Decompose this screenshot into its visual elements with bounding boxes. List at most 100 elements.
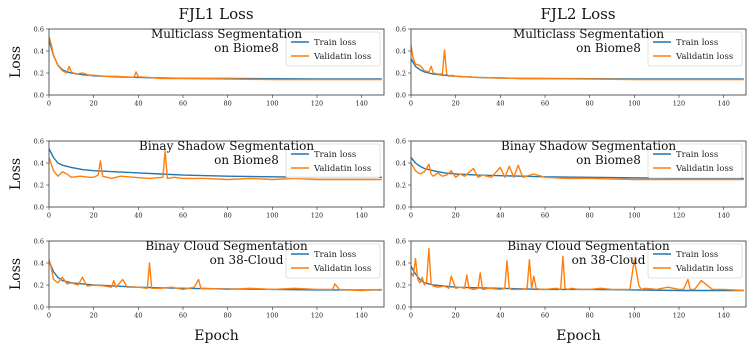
x-tick-label: 100: [266, 100, 278, 108]
legend-label-validation: Validatin loss: [313, 264, 371, 274]
x-tick-label: 0: [409, 212, 413, 220]
x-tick-label: 0: [47, 100, 51, 108]
plot-frame: [48, 140, 385, 208]
y-tick-label: 0.2: [34, 69, 44, 77]
x-tick-label: 60: [179, 212, 187, 220]
y-tick-label: 0.4: [396, 47, 406, 55]
legend-box: [647, 31, 743, 67]
legend-label-validation: Validatin loss: [675, 164, 733, 174]
x-tick-label: 120: [311, 212, 323, 220]
panel-grid: 0.0 0.2 0.4 0.6 0 20 40 60 80 100 120 140 Train loss…: [8, 25, 747, 344]
y-tick-label: 0.0: [396, 203, 406, 211]
panel-annotation-line1: Binay Shadow Segmentation: [501, 139, 676, 153]
y-tick-label: 0.0: [396, 91, 406, 99]
legend-label-train: Train loss: [676, 38, 718, 48]
x-tick-label: 100: [628, 312, 640, 320]
y-tick-label: 0.0: [34, 91, 44, 99]
panel-annotation-line1: Multiclass Segmentation: [151, 27, 302, 41]
column-title-fjl2: FJL2 Loss: [540, 5, 615, 23]
x-axis-label-right: Epoch: [556, 328, 600, 344]
panel-annotation-line2: on Biome8: [214, 41, 279, 55]
y-tick-label: 0.4: [34, 159, 44, 167]
panel-annotation-line2: on 38-Cloud: [572, 253, 646, 267]
panel-annotation-line2: on Biome8: [576, 153, 641, 167]
x-tick-label: 100: [628, 212, 640, 220]
panel-annotation-line1: Binay Cloud Segmentation: [507, 239, 670, 253]
y-tick-label: 0.0: [34, 303, 44, 311]
train-loss-line: [49, 148, 382, 179]
legend: Train loss Validatin loss: [647, 31, 743, 67]
x-tick-label: 40: [496, 312, 504, 320]
legend: Train loss Validatin loss: [647, 243, 743, 279]
y-tick-label: 0.2: [34, 181, 44, 189]
y-axis-label-row-1: Loss: [8, 46, 24, 78]
x-tick-label: 20: [452, 100, 460, 108]
legend-label-train: Train loss: [676, 150, 718, 160]
plot-frame: [410, 240, 747, 308]
validation-loss-line: [49, 150, 382, 181]
panel-annotation-line1: Binay Shadow Segmentation: [139, 139, 314, 153]
x-tick-label: 140: [717, 100, 729, 108]
x-tick-label: 120: [673, 212, 685, 220]
legend-label-validation: Validatin loss: [675, 264, 733, 274]
column-title-fjl1: FJL1 Loss: [178, 5, 253, 23]
y-tick-label: 0.6: [396, 237, 406, 245]
x-tick-label: 60: [541, 100, 549, 108]
x-tick-label: 20: [452, 212, 460, 220]
x-tick-label: 80: [224, 312, 232, 320]
x-axis-label-left: Epoch: [194, 328, 238, 344]
x-tick-label: 80: [586, 212, 594, 220]
panel-annotation-line2: on 38-Cloud: [210, 253, 284, 267]
plot-frame: [48, 28, 385, 96]
x-tick-label: 120: [673, 312, 685, 320]
x-tick-label: 0: [47, 212, 51, 220]
panel-annotation-line2: on Biome8: [576, 41, 641, 55]
x-tick-label: 100: [266, 212, 278, 220]
legend-box: [285, 143, 381, 179]
y-tick-label: 0.0: [396, 303, 406, 311]
x-tick-label: 40: [134, 312, 142, 320]
x-tick-label: 0: [409, 100, 413, 108]
y-tick-label: 0.6: [34, 25, 44, 33]
legend-box: [647, 143, 743, 179]
y-tick-label: 0.2: [396, 281, 406, 289]
plot-frame: [410, 28, 747, 96]
x-tick-label: 80: [586, 312, 594, 320]
chart-panel-6: 0.0 0.2 0.4 0.6 0 20 40 60 80 100 120 140 Train loss…: [396, 237, 747, 320]
legend: Train loss Validatin loss: [285, 31, 381, 67]
y-tick-label: 0.4: [34, 259, 44, 267]
y-tick-label: 0.6: [34, 137, 44, 145]
y-tick-label: 0.6: [396, 25, 406, 33]
x-tick-label: 20: [90, 312, 98, 320]
x-tick-label: 140: [355, 312, 367, 320]
x-tick-label: 120: [673, 100, 685, 108]
x-tick-label: 20: [452, 312, 460, 320]
legend-label-train: Train loss: [314, 250, 356, 260]
validation-loss-line: [411, 247, 744, 292]
chart-panel-1: 0.0 0.2 0.4 0.6 0 20 40 60 80 100 120 140 Train loss…: [34, 25, 385, 108]
y-axis-label-row-3: Loss: [8, 258, 24, 290]
x-tick-label: 140: [355, 100, 367, 108]
legend-label-validation: Validatin loss: [313, 164, 371, 174]
validation-loss-line: [49, 259, 382, 292]
y-tick-label: 0.2: [396, 181, 406, 189]
y-tick-label: 0.6: [34, 237, 44, 245]
y-tick-label: 0.2: [34, 281, 44, 289]
x-tick-label: 60: [541, 212, 549, 220]
legend: Train loss Validatin loss: [285, 143, 381, 179]
validation-loss-line: [411, 45, 744, 81]
panel-annotation-line2: on Biome8: [214, 153, 279, 167]
legend: Train loss Validatin loss: [647, 143, 743, 179]
legend-box: [285, 31, 381, 67]
legend-box: [285, 243, 381, 279]
legend-label-validation: Validatin loss: [675, 52, 733, 62]
y-tick-label: 0.4: [396, 159, 406, 167]
x-tick-label: 60: [179, 312, 187, 320]
chart-panel-3: 0.0 0.2 0.4 0.6 0 20 40 60 80 100 120 140 Train loss…: [34, 137, 385, 220]
x-tick-label: 40: [134, 212, 142, 220]
chart-panel-2: 0.0 0.2 0.4 0.6 0 20 40 60 80 100 120 140 Train loss…: [396, 25, 747, 108]
y-tick-label: 0.4: [396, 259, 406, 267]
y-tick-label: 0.6: [396, 137, 406, 145]
x-tick-label: 120: [311, 312, 323, 320]
y-tick-label: 0.4: [34, 47, 44, 55]
